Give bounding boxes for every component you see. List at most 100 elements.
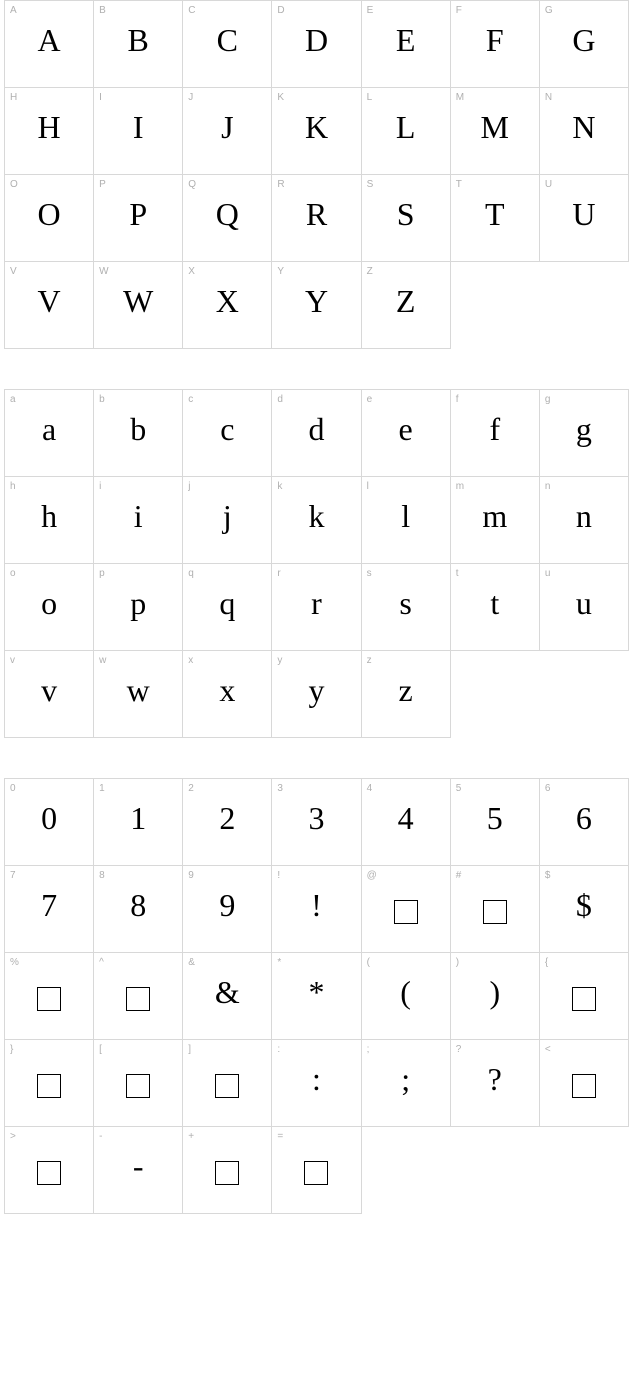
glyph-cell: pp: [94, 564, 183, 651]
cell-glyph: [540, 973, 628, 1011]
cell-label: r: [277, 568, 280, 579]
glyph-cell: }: [5, 1040, 94, 1127]
glyph-cell: qq: [183, 564, 272, 651]
glyph-cell: !!: [272, 866, 361, 953]
cell-label: #: [456, 870, 462, 881]
cell-glyph: q: [183, 584, 271, 622]
cell-label: $: [545, 870, 551, 881]
cell-glyph: :: [272, 1060, 360, 1098]
cell-glyph: g: [540, 410, 628, 448]
missing-glyph-icon: [37, 1161, 61, 1185]
glyph-cell: **: [272, 953, 361, 1040]
cell-glyph: f: [451, 410, 539, 448]
cell-label: 7: [10, 870, 16, 881]
cell-glyph: $: [540, 886, 628, 924]
cell-glyph: i: [94, 497, 182, 535]
cell-glyph: &: [183, 973, 271, 1011]
glyph-cell: KK: [272, 88, 361, 175]
cell-label: x: [188, 655, 193, 666]
glyph-cell: oo: [5, 564, 94, 651]
cell-label: g: [545, 394, 551, 405]
cell-glyph: Q: [183, 195, 271, 233]
cell-glyph: [540, 1060, 628, 1098]
cell-label: N: [545, 92, 552, 103]
cell-glyph: u: [540, 584, 628, 622]
cell-label: M: [456, 92, 464, 103]
cell-glyph: w: [94, 671, 182, 709]
glyph-cell: 88: [94, 866, 183, 953]
cell-glyph: 7: [5, 886, 93, 924]
glyph-cell: PP: [94, 175, 183, 262]
cell-label: =: [277, 1131, 283, 1142]
cell-glyph: v: [5, 671, 93, 709]
cell-label: W: [99, 266, 108, 277]
glyph-cell: 55: [451, 779, 540, 866]
cell-label: V: [10, 266, 17, 277]
cell-label: i: [99, 481, 101, 492]
glyph-cell: ??: [451, 1040, 540, 1127]
cell-glyph: 8: [94, 886, 182, 924]
section-lowercase: aabbccddeeffgghhiijjkkllmmnnooppqqrrsstt…: [0, 389, 640, 738]
cell-glyph: !: [272, 886, 360, 924]
cell-label: j: [188, 481, 190, 492]
glyph-cell: ^: [94, 953, 183, 1040]
cell-glyph: G: [540, 21, 628, 59]
cell-glyph: [5, 1060, 93, 1098]
cell-glyph: Y: [272, 282, 360, 320]
cell-label: 2: [188, 783, 194, 794]
cell-label: S: [367, 179, 374, 190]
glyph-cell: yy: [272, 651, 361, 738]
cell-glyph: j: [183, 497, 271, 535]
cell-label: ;: [367, 1044, 370, 1055]
glyph-cell: FF: [451, 1, 540, 88]
cell-label: p: [99, 568, 105, 579]
glyph-cell: %: [5, 953, 94, 1040]
cell-label: @: [367, 870, 377, 881]
missing-glyph-icon: [215, 1161, 239, 1185]
glyph-cell: UU: [540, 175, 629, 262]
glyph-cell: AA: [5, 1, 94, 88]
cell-glyph: I: [94, 108, 182, 146]
glyph-cell: 66: [540, 779, 629, 866]
cell-label: %: [10, 957, 19, 968]
cell-label: I: [99, 92, 102, 103]
glyph-cell: 00: [5, 779, 94, 866]
cell-glyph: K: [272, 108, 360, 146]
cell-label: H: [10, 92, 17, 103]
glyph-cell: ee: [362, 390, 451, 477]
missing-glyph-icon: [572, 987, 596, 1011]
glyph-cell: cc: [183, 390, 272, 477]
cell-label: B: [99, 5, 106, 16]
glyph-cell: LL: [362, 88, 451, 175]
glyph-grid: aabbccddeeffgghhiijjkkllmmnnooppqqrrsstt…: [4, 389, 629, 738]
cell-label: 9: [188, 870, 194, 881]
cell-label: o: [10, 568, 16, 579]
glyph-cell: +: [183, 1127, 272, 1214]
cell-glyph: [5, 1147, 93, 1185]
cell-label: J: [188, 92, 193, 103]
cell-label: (: [367, 957, 370, 968]
cell-label: s: [367, 568, 372, 579]
cell-glyph: 3: [272, 799, 360, 837]
cell-label: *: [277, 957, 281, 968]
cell-label: >: [10, 1131, 16, 1142]
cell-glyph: H: [5, 108, 93, 146]
cell-label: A: [10, 5, 17, 16]
cell-glyph: S: [362, 195, 450, 233]
cell-label: [: [99, 1044, 102, 1055]
cell-glyph: P: [94, 195, 182, 233]
glyph-cell: CC: [183, 1, 272, 88]
glyph-cell: II: [94, 88, 183, 175]
cell-glyph: V: [5, 282, 93, 320]
section-digits-symbols: 00112233445566778899!!@#$$%^&&**(()){}[]…: [0, 778, 640, 1214]
cell-glyph: [94, 1060, 182, 1098]
cell-label: w: [99, 655, 106, 666]
glyph-cell: EE: [362, 1, 451, 88]
missing-glyph-icon: [572, 1074, 596, 1098]
glyph-cell: @: [362, 866, 451, 953]
cell-label: 1: [99, 783, 105, 794]
missing-glyph-icon: [126, 1074, 150, 1098]
missing-glyph-icon: [483, 900, 507, 924]
cell-label: 8: [99, 870, 105, 881]
cell-label: ^: [99, 957, 104, 968]
